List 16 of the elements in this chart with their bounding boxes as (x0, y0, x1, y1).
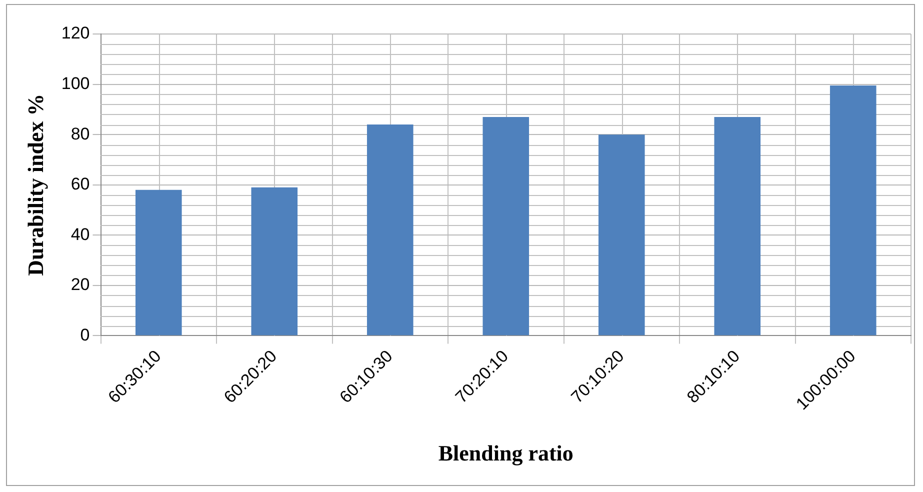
y-tick-label: 40 (70, 224, 90, 244)
y-tick-label: 80 (70, 124, 90, 144)
y-tick-label: 20 (70, 275, 90, 294)
y-tick-label: 120 (61, 24, 90, 43)
y-axis-title: Durability index % (22, 94, 48, 276)
bar (598, 134, 645, 336)
y-tick-label: 0 (80, 325, 90, 344)
bar (714, 116, 761, 336)
bar (830, 86, 876, 336)
x-axis-title: Blending ratio (438, 440, 574, 466)
bar (482, 116, 530, 336)
bar (251, 187, 298, 336)
bar (366, 124, 414, 336)
y-tick-label: 60 (70, 174, 90, 194)
y-tick-label: 100 (61, 74, 90, 93)
bar (135, 190, 182, 336)
